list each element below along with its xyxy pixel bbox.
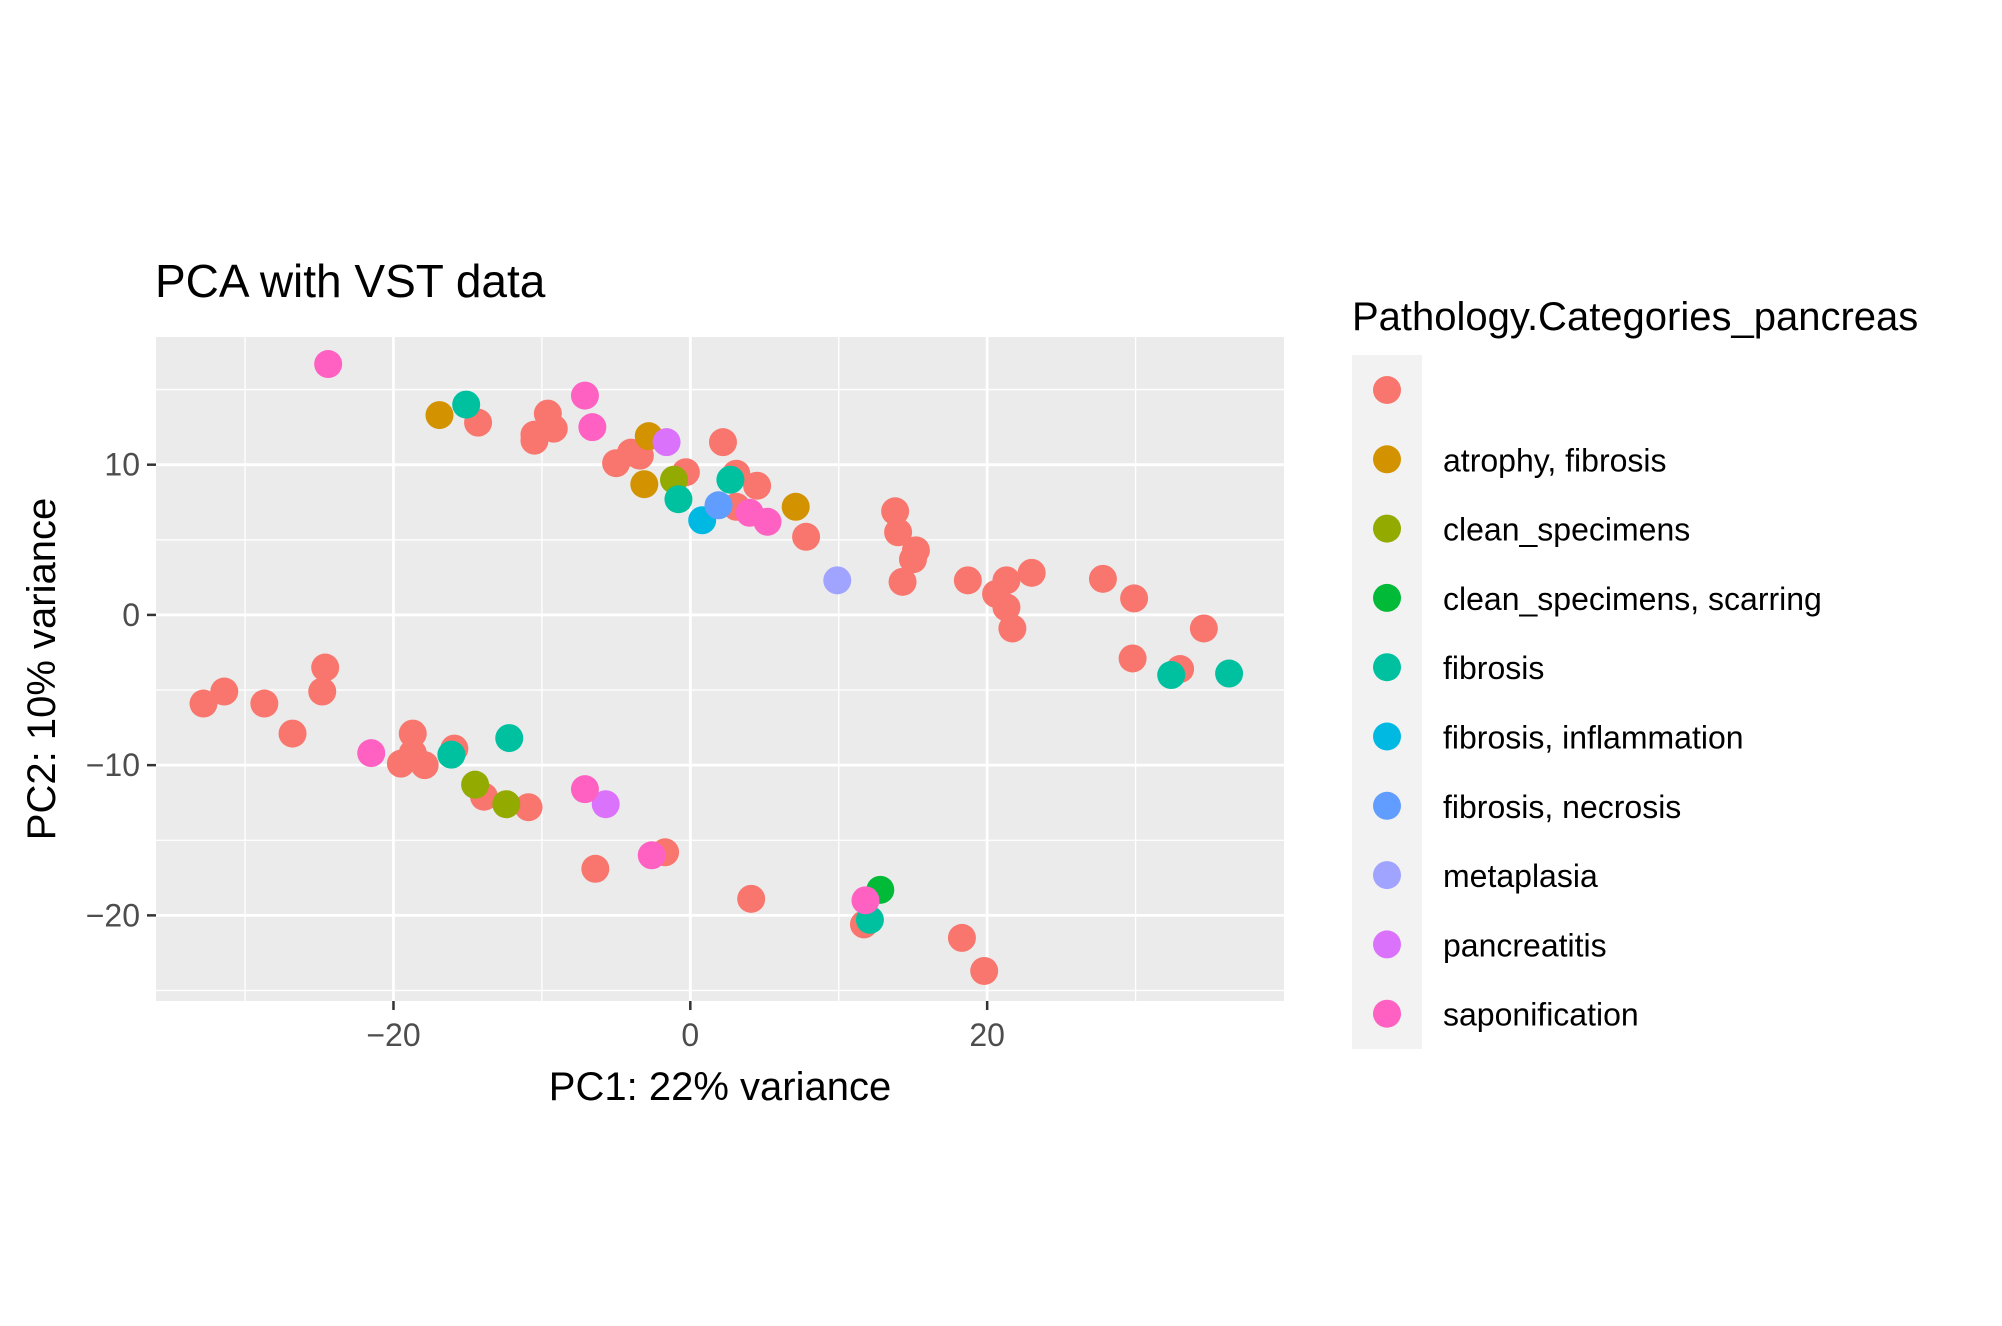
data-point [210, 677, 239, 706]
data-point [823, 566, 852, 595]
data-point [1189, 614, 1218, 643]
data-point [708, 428, 737, 457]
y-tick-label: −20 [86, 897, 140, 933]
x-tick-label: 0 [681, 1017, 699, 1053]
data-point [578, 413, 607, 442]
data-point [630, 470, 659, 499]
data-point [998, 614, 1027, 643]
data-point [652, 428, 681, 457]
data-point [947, 923, 976, 952]
legend-label: atrophy, fibrosis [1443, 442, 1667, 478]
data-point [743, 471, 772, 500]
legend-key [1373, 791, 1401, 820]
data-point [953, 566, 982, 595]
legend-label: saponification [1443, 997, 1639, 1033]
data-point [461, 770, 490, 799]
data-point [781, 492, 810, 521]
legend-key [1373, 583, 1401, 612]
data-point [664, 485, 693, 514]
legend-key [1373, 514, 1401, 543]
legend-key [1373, 999, 1401, 1028]
y-tick-label: 0 [122, 597, 140, 633]
chart-title: PCA with VST data [155, 255, 546, 307]
legend-label: pancreatitis [1443, 927, 1607, 963]
data-point [716, 465, 745, 494]
data-point [1017, 558, 1046, 587]
data-point [514, 793, 543, 822]
y-axis-label: PC2: 10% variance [20, 498, 64, 840]
x-tick-label: 20 [969, 1017, 1005, 1053]
x-axis-label: PC1: 22% variance [549, 1065, 891, 1109]
data-point [753, 507, 782, 536]
legend-key [1373, 861, 1401, 890]
data-point [437, 740, 466, 769]
data-point [1088, 564, 1117, 593]
legend-title: Pathology.Categories_pancreas [1352, 295, 1918, 339]
y-tick-label: −10 [86, 747, 140, 783]
data-point [792, 522, 821, 551]
data-point [425, 401, 454, 430]
data-point [591, 790, 620, 819]
data-point [492, 790, 521, 819]
data-point [398, 719, 427, 748]
legend-key [1373, 930, 1401, 959]
legend-label: clean_specimens, scarring [1443, 581, 1822, 617]
y-tick-label: 10 [104, 447, 140, 483]
data-point [884, 518, 913, 547]
legend-key [1373, 376, 1401, 404]
legend-label: fibrosis, inflammation [1443, 720, 1744, 756]
data-point [357, 739, 386, 768]
legend-key [1373, 653, 1401, 682]
data-point [737, 884, 766, 913]
legend-label: fibrosis, necrosis [1443, 789, 1681, 825]
legend-label: clean_specimens [1443, 512, 1690, 548]
legend-label: fibrosis [1443, 650, 1544, 686]
data-point [278, 719, 307, 748]
data-point [888, 567, 917, 596]
data-point [250, 689, 279, 718]
data-point [452, 390, 481, 419]
data-point [570, 775, 599, 804]
data-point [970, 956, 999, 985]
data-point [637, 841, 666, 870]
legend-label: metaplasia [1443, 858, 1598, 894]
data-point [898, 545, 927, 574]
data-point [539, 414, 568, 443]
legend: Pathology.Categories_pancreas atrophy, f… [1352, 295, 1918, 1049]
data-point [410, 751, 439, 780]
minor-gridlines [156, 337, 1284, 1001]
data-point [581, 854, 610, 883]
axes: −20 0 20 −20 −10 0 10 [86, 447, 1005, 1053]
data-point [881, 497, 910, 526]
data-point [704, 491, 733, 520]
data-point [1118, 644, 1147, 673]
data-point [1120, 584, 1149, 613]
data-point [570, 381, 599, 410]
data-points [189, 350, 1244, 985]
x-tick-label: −20 [366, 1017, 420, 1053]
data-point [851, 886, 880, 915]
data-point [495, 724, 524, 753]
data-point [992, 593, 1021, 622]
data-point [1157, 661, 1186, 690]
legend-key [1373, 722, 1401, 751]
data-point [189, 689, 218, 718]
major-gridlines [156, 337, 1284, 1001]
data-point [311, 653, 340, 682]
legend-key [1373, 445, 1401, 474]
data-point [314, 350, 343, 379]
data-point [308, 677, 337, 706]
data-point [1215, 659, 1244, 688]
